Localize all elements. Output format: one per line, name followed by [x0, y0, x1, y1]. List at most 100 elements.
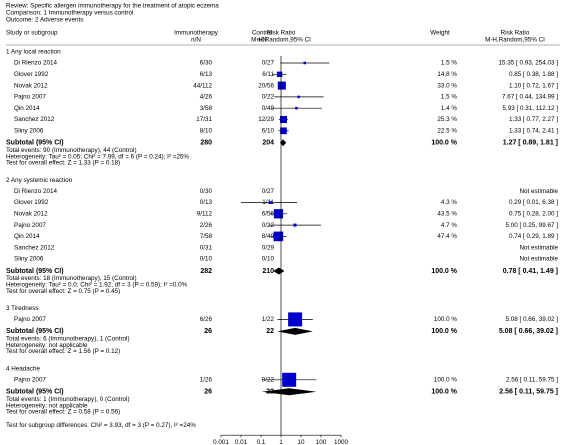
weight: 1.4 % [441, 105, 458, 112]
col-effect: Risk Ratio [501, 30, 530, 37]
weight: 43.5 % [437, 210, 457, 217]
group-note: Test for overall effect: Z = 1.56 (P = 0… [6, 348, 120, 355]
imm-count: 8/10 [200, 127, 213, 134]
imm-count: 3/58 [200, 105, 213, 112]
x-tick-label: 0.001 [213, 439, 229, 445]
group-note: Heterogeneity: not applicable [6, 402, 88, 409]
ctrl-count: 20/56 [258, 82, 274, 89]
effect-square [279, 115, 287, 124]
col-study: Study or subgroup [6, 30, 58, 37]
study-name: Novak 2012 [14, 210, 48, 217]
imm-count: 1/26 [200, 376, 213, 383]
x-tick-label: 1000 [334, 439, 349, 445]
group-title: 1 Any local reaction [6, 49, 61, 56]
effect-square [288, 312, 303, 327]
ctrl-count: 204 [262, 140, 274, 147]
weight: 100.0 % [431, 140, 457, 147]
imm-count: 9/112 [197, 210, 213, 217]
group-title: 4 Headache [6, 365, 40, 372]
effect-square [303, 61, 306, 65]
effect-square [280, 127, 287, 135]
weight: 100.0 % [431, 389, 457, 396]
imm-count: 280 [200, 140, 212, 147]
study-name: Subtotal (95% CI) [6, 389, 64, 396]
ctrl-count: 0/22 [262, 222, 275, 229]
imm-count: 4/26 [200, 94, 213, 101]
effect-square [282, 372, 297, 387]
imm-count: 0/30 [200, 188, 213, 195]
col-ctrl-unit: n/N [257, 37, 267, 44]
study-name: Sanchez 2012 [14, 116, 55, 123]
study-name: Novak 2012 [14, 82, 48, 89]
effect-label: 0.85 [ 0.38, 1.88 ] [509, 71, 558, 78]
weight: 1.5 % [441, 60, 458, 67]
effect-square [295, 106, 298, 110]
x-tick-label: 1 [279, 439, 283, 445]
effect-square [293, 223, 297, 227]
imm-count: 2/26 [200, 222, 213, 229]
weight: 100.0 % [434, 316, 458, 323]
ctrl-count: 210 [262, 268, 274, 275]
group-note: Total events: 18 (Immunotherapy), 15 (Co… [6, 275, 137, 282]
effect-label: 5.08 [ 0.66, 39.02 ] [505, 316, 558, 323]
subgroup-test: Test for subgroup differences: Chi² = 3.… [6, 422, 196, 429]
col-weight: Weight [430, 30, 450, 37]
imm-count: 7/58 [200, 233, 213, 240]
ctrl-count: 0/22 [262, 94, 275, 101]
weight: 22.5 % [437, 127, 457, 134]
study-name: Di Rienzo 2014 [14, 188, 58, 195]
imm-count: 0/10 [200, 256, 213, 263]
subtotal-diamond [273, 267, 285, 275]
group-note: Test for overall effect: Z = 0.75 (P = 0… [6, 288, 120, 295]
imm-count: 6/26 [200, 316, 213, 323]
effect-label: 5.08 [ 0.66, 39.02 ] [499, 328, 558, 335]
effect-label: 0.75 [ 0.28, 2.00 ] [509, 210, 558, 217]
weight: 4.7 % [441, 222, 458, 229]
effect-label: 0.74 [ 0.29, 1.89 ] [509, 233, 558, 240]
effect-square [273, 231, 284, 242]
ctrl-count: 6/56 [262, 210, 275, 217]
weight: 100.0 % [431, 328, 457, 335]
effect-square [277, 81, 286, 90]
ctrl-count: 0/27 [262, 60, 275, 67]
study-name: Subtotal (95% CI) [6, 268, 64, 275]
col-imm-unit: n/N [191, 37, 201, 44]
col-effect-unit: M-H,Random,95% CI [485, 37, 545, 44]
study-name: Di Rienzo 2014 [14, 60, 58, 67]
effect-label: 1.33 [ 0.74, 2.41 ] [509, 127, 558, 134]
col-plot-unit: M-H,Random,95% CI [251, 37, 311, 44]
col-imm: Immunotherapy [174, 30, 219, 37]
x-tick-label: 0.1 [257, 439, 266, 445]
study-name: Pajno 2007 [14, 222, 46, 229]
group-note: Total events: 1 (Immunotherapy), 0 (Cont… [6, 396, 130, 403]
effect-label: 0.29 [ 0.01, 6.38 ] [509, 199, 558, 206]
ctrl-count: 12/29 [258, 116, 274, 123]
study-name: Subtotal (95% CI) [6, 328, 64, 335]
weight: 14.8 % [437, 71, 457, 78]
study-name: Qin 2014 [14, 105, 40, 112]
effect-square [297, 95, 300, 99]
weight: 100.0 % [434, 376, 458, 383]
effect-square [276, 71, 283, 77]
ctrl-count: 8/49 [262, 233, 275, 240]
x-tick-label: 0.01 [235, 439, 248, 445]
effect-label: 15.35 [ 0.93, 254.03 ] [498, 60, 558, 67]
imm-count: 44/112 [193, 82, 212, 89]
study-name: Sanchez 2012 [14, 244, 55, 251]
effect-label: Not estimable [520, 244, 559, 251]
group-title: 3 Tiredness [6, 305, 39, 312]
effect-label: Not estimable [520, 188, 559, 195]
study-name: Pajno 2007 [14, 316, 46, 323]
group-note: Test for overall effect: Z = 1.33 (P = 0… [6, 160, 120, 167]
ctrl-count: 1/22 [262, 316, 275, 323]
outcome: Outcome: 2 Adverse events [6, 17, 83, 24]
effect-label: 1.10 [ 0.72, 1.67 ] [509, 82, 558, 89]
subtotal-diamond [277, 327, 313, 335]
effect-label: 2.56 [ 0.11, 59.75 ] [506, 376, 558, 383]
imm-count: 6/30 [200, 60, 213, 67]
imm-count: 0/31 [200, 244, 213, 251]
effect-label: 5.00 [ 0.25, 99.67 ] [505, 222, 558, 229]
subtotal-diamond [261, 388, 317, 396]
group-note: Heterogeneity: Tau² = 0.0; Chi² = 1.92, … [6, 281, 188, 288]
